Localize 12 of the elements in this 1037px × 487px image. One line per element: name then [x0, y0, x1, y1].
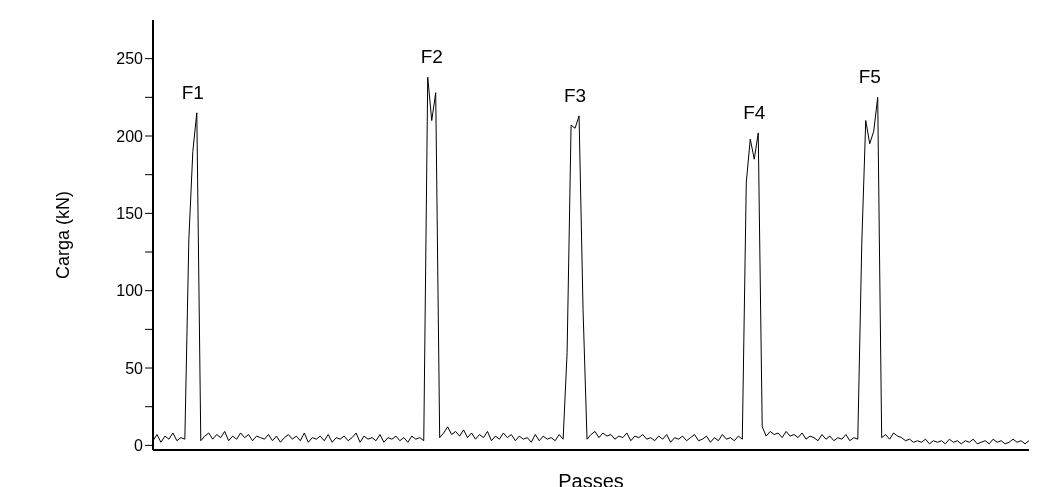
annotation: F4 [743, 101, 766, 123]
y-tick-label: 50 [125, 359, 144, 377]
y-axis-title: Carga (kN) [53, 190, 74, 280]
annotation: F2 [420, 46, 443, 68]
y-tick-label: 250 [116, 50, 144, 68]
y-tick-label: 200 [116, 127, 144, 145]
y-tick-label: 100 [116, 282, 144, 300]
y-tick-label: 0 [134, 437, 144, 455]
annotation: F3 [563, 84, 587, 106]
annotation: F1 [181, 81, 204, 103]
annotation: F5 [858, 66, 881, 88]
y-tick-label: 150 [116, 205, 144, 223]
